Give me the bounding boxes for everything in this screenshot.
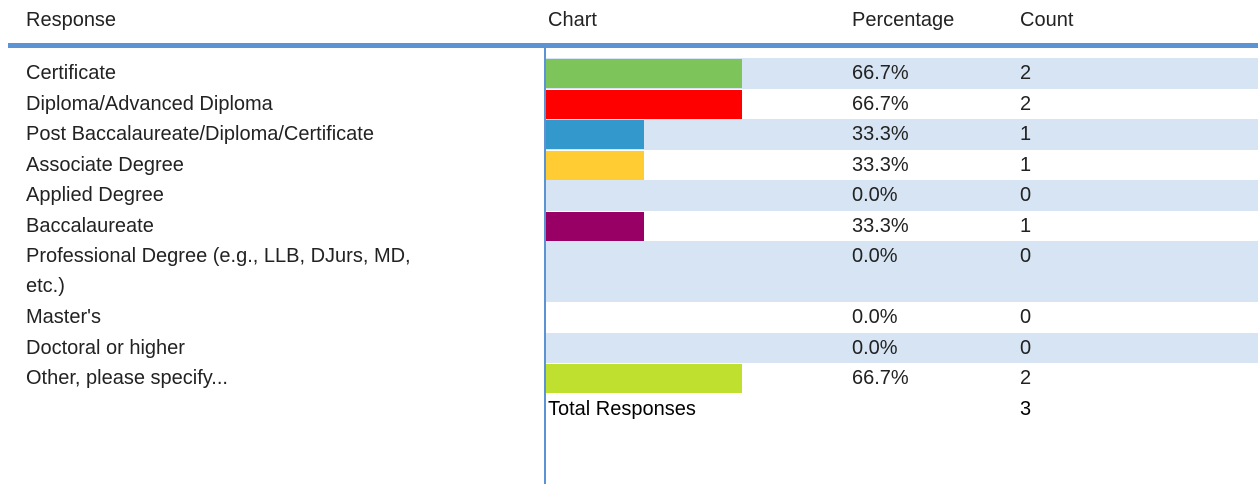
row-background <box>546 180 1258 211</box>
header-rule <box>8 43 1258 48</box>
count-label: 2 <box>1020 367 1032 389</box>
count-label: 1 <box>1020 214 1032 237</box>
bar <box>546 150 644 180</box>
response-label: Applied Degree <box>26 184 164 206</box>
response-label: Baccalaureate <box>26 214 154 237</box>
percentage-label: 33.3% <box>852 214 909 237</box>
percentage-label: 0.0% <box>852 184 898 206</box>
response-label: Post Baccalaureate/Diploma/Certificate <box>26 123 374 145</box>
response-label: Professional Degree (e.g., LLB, DJurs, M… <box>26 245 411 297</box>
count-label: 2 <box>1020 62 1032 84</box>
bar <box>546 211 644 241</box>
percentage-label: 66.7% <box>852 62 909 84</box>
bar <box>546 59 743 88</box>
count-label: 0 <box>1020 336 1032 359</box>
row-background <box>546 241 1258 302</box>
percentage-label: 0.0% <box>852 306 898 328</box>
response-label: Associate Degree <box>26 153 184 176</box>
response-label: Other, please specify... <box>26 367 228 389</box>
bar <box>546 89 743 119</box>
count-label: 0 <box>1020 306 1032 328</box>
percentage-label: 66.7% <box>852 367 909 389</box>
count-label: 0 <box>1020 184 1032 206</box>
header-cell: Response <box>26 9 117 31</box>
row-background <box>546 332 1258 363</box>
count-label: 2 <box>1020 92 1032 115</box>
percentage-label: 66.7% <box>852 92 909 115</box>
percentage-label: 33.3% <box>852 123 909 145</box>
total-label: Total Responses <box>548 397 696 420</box>
count-label: 1 <box>1020 153 1032 176</box>
header-cell: Percentage <box>852 9 955 31</box>
percentage-label: 33.3% <box>852 153 909 176</box>
column-rule <box>544 48 546 484</box>
bar <box>546 120 644 149</box>
response-label: Certificate <box>26 62 117 84</box>
count-label: 0 <box>1020 245 1032 267</box>
header-cell: Count <box>1020 9 1074 31</box>
percentage-label: 0.0% <box>852 336 898 359</box>
bar <box>546 364 743 393</box>
header-cell: Chart <box>548 9 597 31</box>
row-background <box>546 119 1258 150</box>
response-label: Master's <box>26 306 101 328</box>
response-label: Doctoral or higher <box>26 336 185 359</box>
percentage-label: 0.0% <box>852 245 898 267</box>
response-label: Diploma/Advanced Diploma <box>26 92 273 115</box>
count-label: 1 <box>1020 123 1032 145</box>
total-count: 3 <box>1020 397 1032 420</box>
